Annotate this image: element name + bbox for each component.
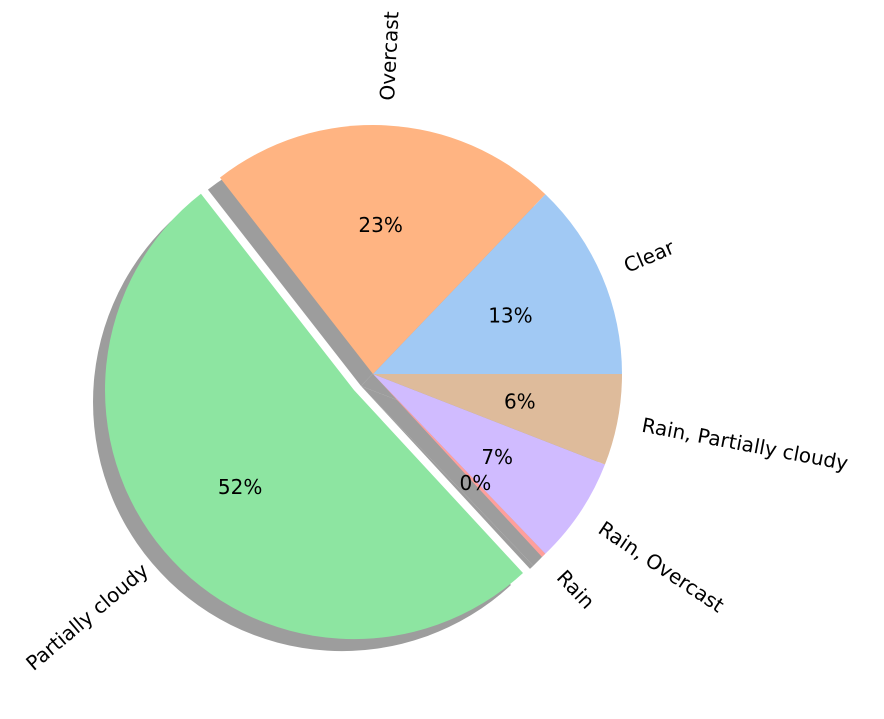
slice-label-rain-partially-cloudy: Rain, Partially cloudy <box>640 413 850 475</box>
slice-rain-partially-cloudy <box>373 374 622 465</box>
shadow-rain <box>361 386 534 569</box>
slice-rain-overcast <box>373 374 605 554</box>
slice-label-partially-cloudy: Partially cloudy <box>21 558 153 675</box>
slice-clear <box>373 194 622 374</box>
slice-rain <box>373 374 546 557</box>
slice-partially-cloudy <box>105 193 523 640</box>
slice-label-rain-overcast: Rain, Overcast <box>594 516 729 617</box>
percent-label-rain-overcast: 7% <box>481 445 513 469</box>
slice-label-rain: Rain <box>552 565 600 613</box>
slice-overcast <box>219 124 546 374</box>
percent-labels: 13% 23% 52% 0%7% 6% <box>218 213 536 499</box>
percent-label-rain: 0% <box>460 471 492 495</box>
percent-label-clear: 13% <box>488 303 532 327</box>
percent-label-overcast: 23% <box>358 213 402 237</box>
slice-label-clear: Clear <box>620 235 678 278</box>
pie-slices <box>105 124 622 640</box>
slice-label-overcast: Overcast <box>375 11 404 101</box>
percent-label-rain-partially-cloudy: 6% <box>504 390 536 414</box>
percent-label-partially-cloudy: 52% <box>218 475 262 499</box>
